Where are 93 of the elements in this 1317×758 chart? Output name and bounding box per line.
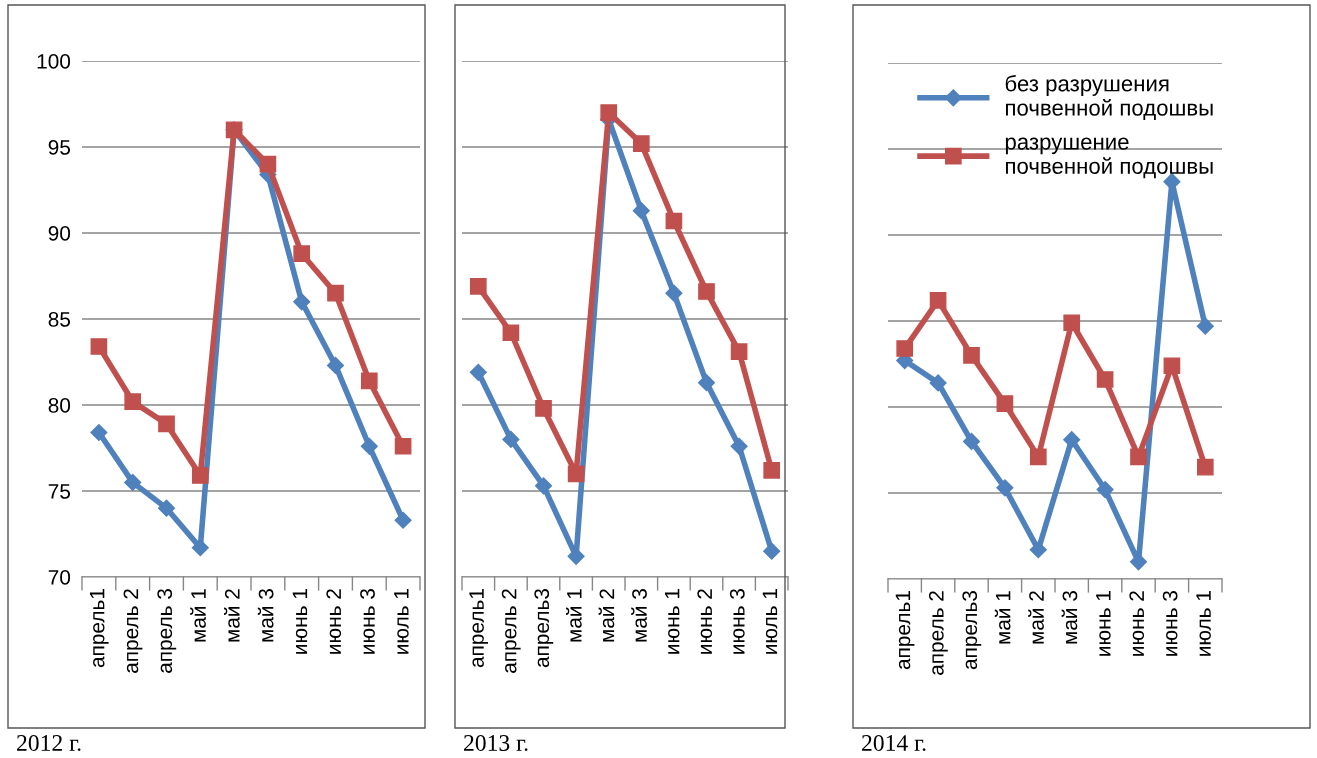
point: [124, 393, 142, 410]
x-tick-label: июнь 3: [360, 589, 375, 654]
point: [360, 372, 378, 390]
legend-label: без разрушения почвенной подошвы: [1005, 75, 1213, 120]
point: [1063, 314, 1081, 332]
point: [1196, 458, 1214, 476]
x-tick-label: май 1: [190, 589, 206, 642]
x-tick-label: июль 1: [1196, 591, 1211, 656]
x-tick-label: май 1: [994, 591, 1011, 644]
point: [962, 432, 981, 450]
point: [665, 284, 683, 302]
point: [698, 283, 715, 300]
point: [632, 135, 650, 152]
point: [600, 104, 618, 121]
point: [567, 465, 585, 483]
point: [896, 340, 914, 357]
point: [763, 542, 781, 560]
point: [469, 363, 487, 381]
point: [1029, 448, 1047, 466]
point: [293, 293, 311, 311]
point: [124, 473, 142, 491]
point: [90, 338, 108, 355]
point: [293, 245, 311, 262]
point: [730, 343, 748, 361]
x-tick-label: апрель 2: [501, 589, 521, 673]
point: [632, 202, 650, 220]
x-tick-label: апрель 3: [157, 589, 177, 673]
x-tick-label: май 3: [1061, 591, 1078, 644]
point: [191, 467, 209, 484]
x-tick-label: июнь 1: [664, 589, 680, 654]
point: [1130, 448, 1147, 466]
point: [996, 479, 1014, 497]
point: [90, 423, 108, 442]
y-tick-label: 95: [48, 140, 71, 155]
point: [535, 400, 552, 417]
point: [665, 212, 683, 230]
x-tick-label: июль 1: [762, 589, 778, 654]
point: [1196, 317, 1214, 335]
point: [929, 292, 947, 309]
point: [1163, 357, 1181, 375]
point: [259, 155, 277, 173]
x-tick-label: июнь 2: [1129, 591, 1145, 656]
legend-label: разрушение почвенной подошвы: [1005, 137, 1213, 179]
y-tick-label: 80: [48, 398, 71, 413]
x-tick-label: май 2: [1028, 591, 1044, 644]
x-tick-label: май 3: [257, 589, 274, 642]
point: [534, 477, 553, 495]
x-tick-label: май 2: [224, 589, 240, 642]
point: [158, 415, 175, 433]
x-tick-label: апрель 2: [928, 591, 948, 675]
x-tick-label: июль 1: [394, 589, 409, 654]
x-tick-label: апрель3: [962, 591, 982, 670]
y-tick-label: 90: [48, 226, 71, 241]
point: [1029, 541, 1047, 559]
point: [394, 511, 412, 529]
x-tick-label: апрель 2: [123, 589, 143, 673]
point: [502, 324, 520, 342]
point: [326, 356, 345, 374]
point: [157, 499, 176, 517]
x-tick-label: апрель1: [469, 589, 489, 668]
point: [963, 347, 980, 364]
point: [327, 284, 344, 302]
x-tick-label: апрель3: [534, 589, 554, 668]
text: 2014 г.: [862, 734, 926, 752]
point: [394, 437, 412, 455]
point: [697, 374, 716, 392]
point: [1063, 431, 1081, 449]
y-tick-label: 85: [48, 312, 71, 327]
x-tick-label: июнь 1: [292, 589, 308, 654]
x-tick-label: июнь 3: [729, 589, 745, 654]
y-tick-label: 70: [48, 570, 71, 585]
x-tick-label: май 2: [598, 589, 615, 642]
x-tick-label: апрель1: [895, 591, 915, 670]
point: [1096, 371, 1114, 388]
point: [502, 430, 520, 448]
y-tick-label: 100: [37, 54, 71, 69]
x-tick-label: июнь 3: [1162, 591, 1178, 656]
point: [996, 395, 1014, 412]
point: [469, 277, 487, 295]
x-tick-label: апрель1: [89, 589, 109, 668]
text: 2013 г.: [464, 734, 528, 752]
point: [360, 437, 378, 455]
x-tick-label: июнь 1: [1096, 591, 1111, 656]
x-tick-label: июнь 2: [697, 589, 713, 654]
y-tick-label: 75: [48, 484, 71, 499]
point: [929, 374, 947, 392]
x-tick-label: май 3: [631, 589, 647, 642]
point: [730, 437, 748, 455]
point: [763, 462, 781, 479]
x-tick-label: июнь 2: [326, 589, 342, 654]
point: [1096, 481, 1114, 499]
text: 2012 г.: [17, 734, 81, 752]
x-tick-label: май 1: [566, 589, 582, 642]
